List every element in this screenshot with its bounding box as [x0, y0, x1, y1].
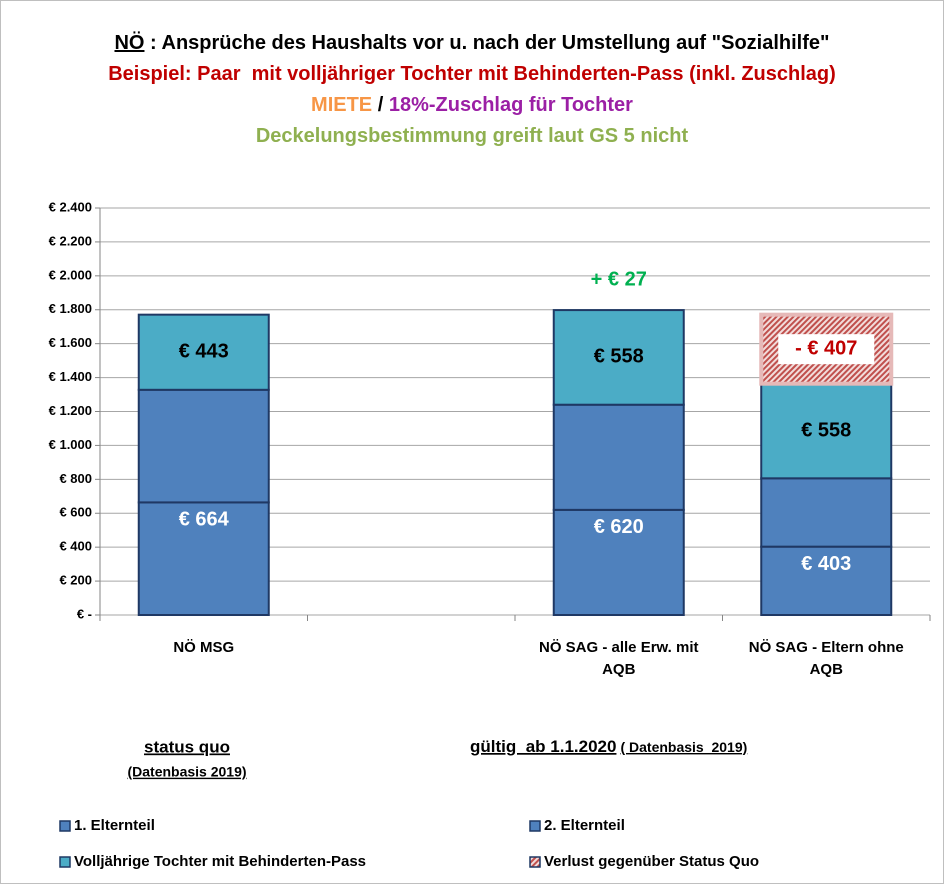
title-part: Deckelungsbestimmung greift laut GS 5 ni… — [256, 125, 689, 147]
y-tick-label: € 2.200 — [49, 233, 92, 248]
chart-title: Beispiel: Paar mit volljähriger Tochter … — [108, 63, 836, 85]
label-box — [778, 334, 875, 365]
chart-title: MIETE / 18%-Zuschlag für Tochter — [311, 94, 633, 116]
y-tick-label: € 2.000 — [49, 267, 92, 282]
y-tick-label: € - — [77, 606, 92, 621]
y-tick-label: € 2.400 — [49, 199, 92, 214]
legend-swatch — [59, 856, 71, 868]
bar-segment — [760, 382, 893, 480]
note: (Datenbasis 2019) — [127, 764, 246, 780]
note-part: ( Datenbasis 2019) — [620, 739, 747, 755]
x-tick-label: NÖ SAG - alle Erw. mit AQB — [539, 639, 699, 678]
bar-segment — [137, 313, 270, 391]
legend-label: 2. Elternteil — [544, 817, 625, 834]
bar-segment — [760, 477, 893, 548]
title-part: Beispiel: Paar mit volljähriger Tochter … — [108, 63, 836, 85]
chart-title: Deckelungsbestimmung greift laut GS 5 ni… — [256, 125, 689, 147]
y-tick-label: € 1.800 — [49, 301, 92, 316]
y-tick-label: € 400 — [59, 539, 92, 554]
title-part: : Ansprüche des Haushalts vor u. nach de… — [144, 32, 829, 54]
y-tick-label: € 1.000 — [49, 437, 92, 452]
y-tick-label: € 1.400 — [49, 369, 92, 384]
bar-segment — [552, 309, 685, 406]
y-tick-label: € 600 — [59, 505, 92, 520]
legend-swatch — [529, 856, 541, 868]
legend-label: Verlust gegenüber Status Quo — [544, 853, 759, 870]
y-tick-label: € 200 — [59, 573, 92, 588]
y-tick-label: € 1.200 — [49, 403, 92, 418]
bar-segment — [760, 545, 893, 616]
legend-swatch — [529, 820, 541, 832]
chart-title: NÖ : Ansprüche des Haushalts vor u. nach… — [114, 31, 829, 54]
data-label: - € 407 — [795, 337, 857, 359]
legend-label: 1. Elternteil — [74, 817, 155, 834]
title-part: MIETE — [311, 94, 372, 116]
legend-swatch — [59, 820, 71, 832]
title-part: NÖ — [114, 31, 144, 54]
difference-label: + € 27 — [591, 268, 647, 290]
x-tick-label: NÖ MSG — [173, 639, 235, 656]
x-tick-label: NÖ SAG - Eltern ohne AQB — [748, 639, 904, 678]
data-label: € 443 — [179, 341, 229, 363]
y-tick-label: € 800 — [59, 471, 92, 486]
legend-label: Volljährige Tochter mit Behinderten-Pass — [74, 853, 366, 870]
bar-segment — [137, 388, 270, 504]
bar-segment — [552, 403, 685, 511]
data-label: € 403 — [801, 553, 851, 575]
data-label: € 664 — [179, 509, 230, 531]
data-label: € 558 — [801, 419, 851, 441]
data-label: € 558 — [594, 346, 644, 368]
title-part: 18%-Zuschlag für Tochter — [389, 94, 633, 116]
note: status quo — [144, 737, 230, 756]
bar-segment — [137, 501, 270, 616]
title-part: / — [372, 94, 389, 116]
note-part: gültig ab 1.1.2020 — [470, 737, 616, 756]
y-tick-label: € 1.600 — [49, 335, 92, 350]
note: gültig ab 1.1.2020( Datenbasis 2019) — [470, 737, 747, 756]
data-label: € 620 — [594, 516, 644, 538]
